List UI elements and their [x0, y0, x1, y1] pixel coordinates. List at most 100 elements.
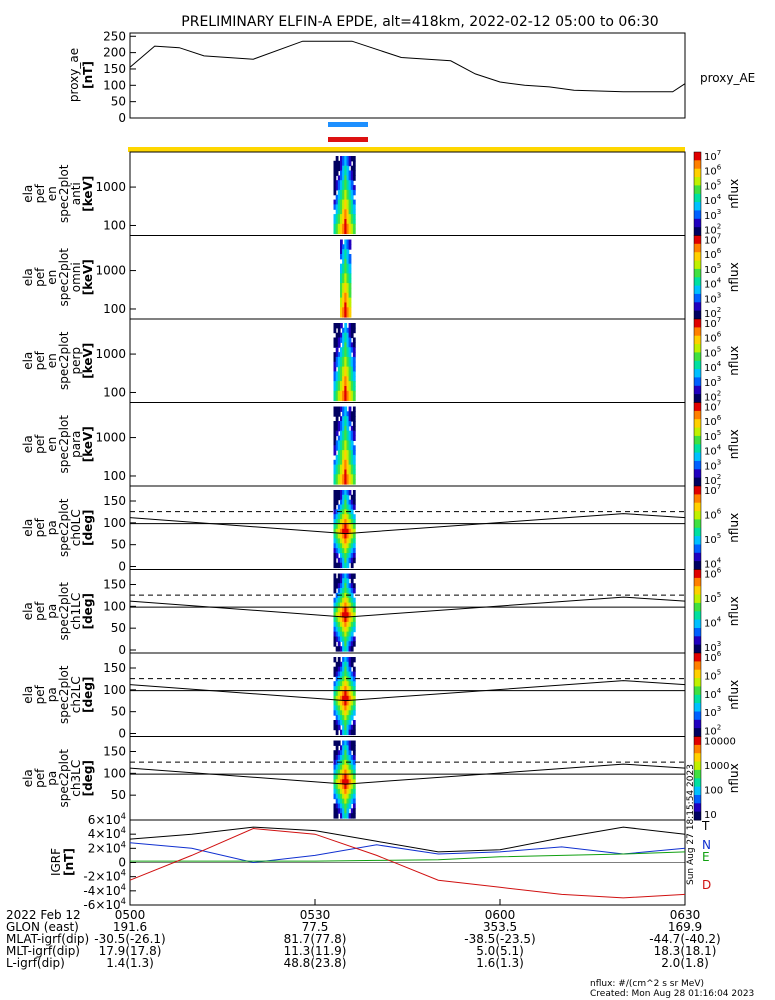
colorbar-cell	[694, 665, 701, 671]
spec-cell	[335, 421, 339, 427]
colorbar-cell	[694, 548, 701, 554]
spec-cell	[350, 578, 354, 584]
spec-panel-7: elapefpaspec2plotch3LC[deg]1501005010000…	[21, 736, 741, 821]
spec-cell	[340, 504, 343, 510]
spec-cell	[350, 514, 354, 520]
spec-cell	[333, 376, 337, 382]
spec-cell	[346, 332, 350, 339]
spec-cell	[348, 263, 352, 270]
spec-cell	[346, 538, 350, 544]
spec-cell	[350, 342, 354, 348]
colorbar-cell	[694, 719, 701, 725]
spec-cell	[333, 543, 337, 549]
spec-cell	[335, 533, 339, 539]
spec-cell	[335, 617, 339, 623]
spec-ylabel: ch3LC	[69, 760, 83, 797]
colorbar-cell	[694, 648, 701, 654]
spec-cell	[333, 538, 337, 544]
spec-cell	[333, 435, 337, 441]
spec-cell	[335, 514, 339, 520]
spec-cell	[337, 194, 341, 201]
spec-cell	[342, 690, 345, 697]
colorbar-tick-label-exp: 5	[717, 668, 721, 676]
spec-cell	[333, 788, 337, 795]
spec-cell	[340, 156, 343, 162]
spec-cell	[342, 307, 345, 313]
spec-cell	[346, 337, 350, 343]
spec-cell	[348, 307, 352, 313]
colorbar-cell	[694, 177, 701, 182]
spec-cell	[335, 607, 339, 613]
spec-cell	[335, 214, 339, 220]
spec-tick-label: 100	[103, 218, 126, 232]
spec-cell	[340, 695, 343, 702]
spec-cell	[344, 729, 348, 736]
spec-cell	[352, 494, 356, 501]
spec-cell	[352, 323, 356, 329]
colorbar-frame	[693, 736, 702, 821]
spec-cell	[352, 223, 356, 230]
spec-cell	[340, 710, 343, 716]
spec-cell	[350, 755, 354, 761]
spec-cell	[335, 759, 339, 766]
spec-cell	[340, 228, 343, 235]
colorbar-tick-label-exp: 6	[717, 567, 722, 575]
spec-cell	[342, 332, 345, 339]
spec-cell	[337, 612, 341, 618]
spec-cell	[333, 607, 337, 613]
spec-cell	[346, 798, 350, 804]
spec-cell	[346, 583, 350, 589]
spec-cell	[337, 381, 341, 387]
spec-cell	[344, 371, 348, 377]
colorbar-cell	[694, 406, 701, 412]
spec-cell	[342, 686, 345, 692]
spec-cell	[346, 788, 350, 795]
spec-cell	[337, 479, 341, 485]
colorbar-cell	[694, 494, 701, 500]
colorbar-cell	[694, 248, 701, 253]
spec-cell	[335, 597, 339, 604]
spec-cell	[346, 421, 350, 427]
spec-cell	[350, 479, 354, 485]
spec-cell	[335, 160, 339, 167]
spec-cell	[335, 445, 339, 451]
footer-units: nflux: #/(cm^2 s sr MeV)	[590, 979, 704, 989]
spec-cell	[333, 523, 337, 530]
spec-cell	[352, 740, 356, 746]
spec-cell	[350, 371, 354, 377]
spec-cell	[344, 808, 348, 814]
spec-cell	[340, 592, 343, 599]
spec-cell	[337, 376, 341, 382]
spec-cell	[348, 597, 352, 604]
spec-cell	[348, 435, 352, 441]
colorbar-tick-label-base: 10	[704, 181, 717, 192]
colorbar-tick-label-exp: 2	[717, 306, 721, 314]
colorbar-cell	[694, 519, 701, 525]
spec-cell	[342, 337, 345, 343]
spec-cell	[337, 469, 341, 475]
colorbar-cell	[694, 373, 701, 378]
spec-cell	[337, 180, 341, 186]
colorbar-tick-label: 104	[704, 444, 722, 458]
spec-cell	[344, 214, 348, 220]
spec-cell	[352, 793, 356, 800]
spec-cell	[346, 533, 350, 539]
spec-cell	[350, 499, 354, 506]
spec-cell	[340, 435, 343, 441]
spec-cell	[342, 543, 345, 549]
spec-cell	[340, 175, 343, 181]
colorbar-cell	[694, 160, 701, 165]
spec-cell	[346, 425, 350, 432]
spec-cell	[344, 411, 348, 417]
spec-panel-4: elapefpaspec2plotch0LC[deg]1501005001071…	[21, 483, 741, 574]
colorbar-cell	[694, 260, 701, 266]
spec-cell	[352, 543, 356, 549]
spec-cell	[340, 361, 343, 368]
spec-cell	[333, 199, 337, 205]
spec-cell	[342, 479, 345, 485]
spec-cell	[335, 729, 339, 736]
spec-cell	[340, 479, 343, 485]
spec-cell	[350, 710, 354, 716]
